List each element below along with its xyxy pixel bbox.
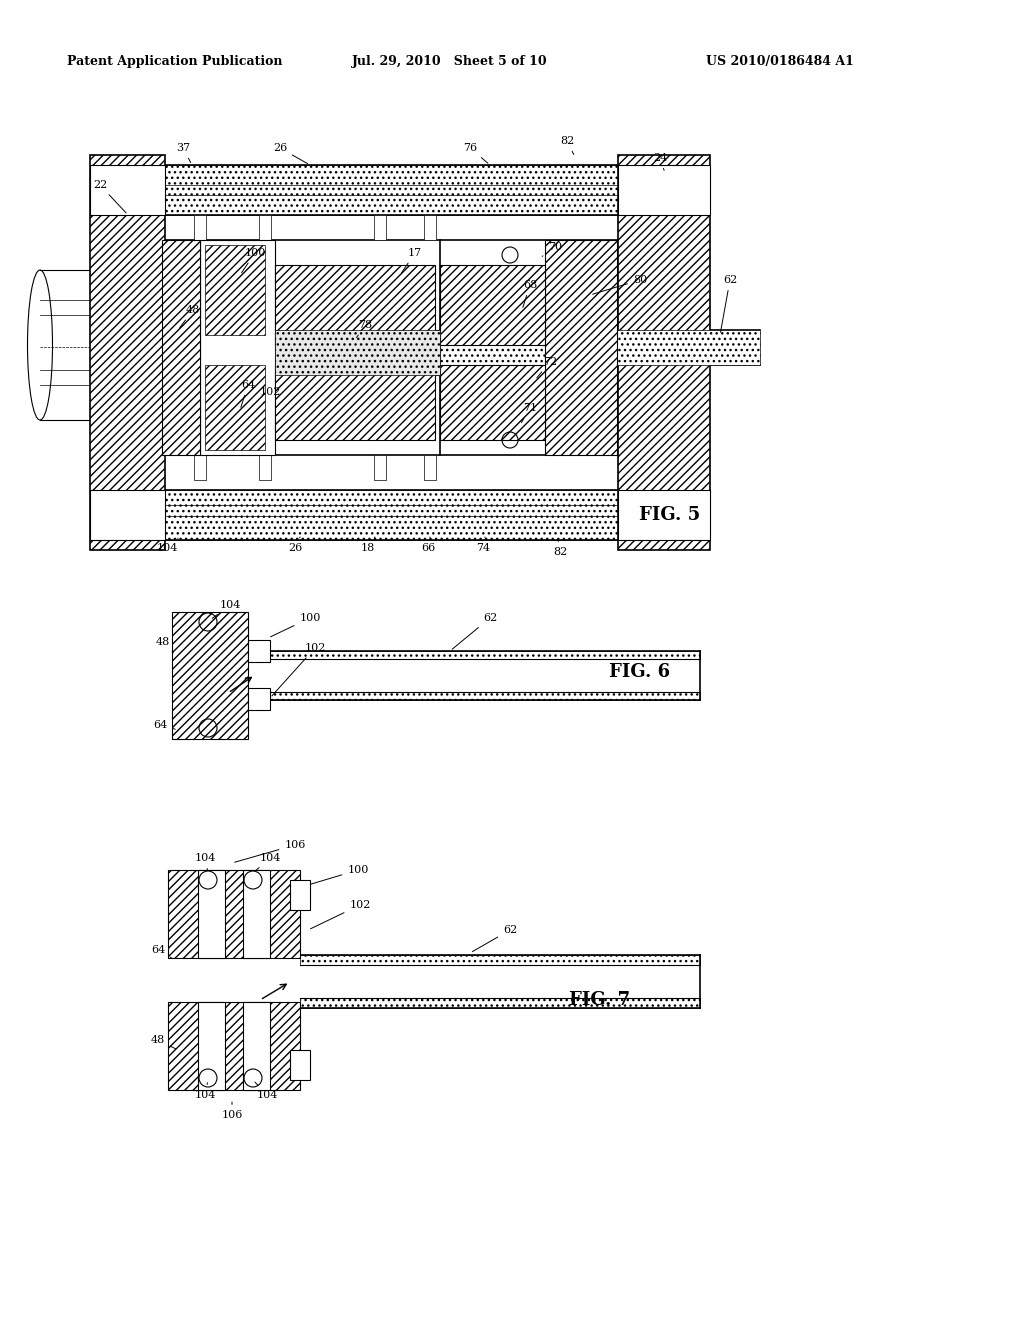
Text: 106: 106 bbox=[221, 1102, 243, 1119]
Bar bbox=[374, 455, 386, 480]
Text: 64: 64 bbox=[151, 945, 173, 958]
Bar bbox=[205, 246, 265, 335]
Bar bbox=[90, 154, 165, 550]
Bar bbox=[265, 692, 700, 700]
Bar bbox=[440, 366, 545, 440]
Text: 100: 100 bbox=[270, 612, 321, 636]
Bar bbox=[618, 154, 710, 550]
Bar bbox=[168, 1002, 300, 1090]
Bar bbox=[275, 330, 440, 375]
Text: FIG. 7: FIG. 7 bbox=[569, 991, 631, 1008]
Bar bbox=[248, 688, 270, 710]
Bar bbox=[168, 870, 300, 958]
Bar bbox=[115, 165, 680, 215]
Bar bbox=[243, 1002, 270, 1090]
Text: 18: 18 bbox=[360, 537, 375, 553]
Text: 66: 66 bbox=[421, 537, 435, 553]
Bar bbox=[275, 265, 435, 345]
Text: 62: 62 bbox=[453, 612, 497, 649]
Text: 37: 37 bbox=[176, 143, 190, 162]
Bar bbox=[243, 870, 270, 958]
Bar bbox=[259, 215, 271, 240]
Bar bbox=[290, 880, 310, 909]
Text: 104: 104 bbox=[157, 539, 178, 553]
Text: 62: 62 bbox=[472, 925, 517, 952]
Bar bbox=[205, 366, 265, 450]
Text: Patent Application Publication: Patent Application Publication bbox=[68, 55, 283, 69]
Text: 82: 82 bbox=[560, 136, 574, 154]
Bar bbox=[545, 240, 617, 455]
Bar bbox=[300, 954, 700, 965]
Bar bbox=[90, 165, 165, 215]
Text: 48: 48 bbox=[151, 1035, 175, 1049]
Text: 48: 48 bbox=[179, 305, 200, 327]
Bar bbox=[618, 490, 710, 540]
Bar bbox=[198, 870, 225, 958]
Bar bbox=[259, 455, 271, 480]
Bar bbox=[265, 651, 700, 659]
Bar bbox=[115, 490, 680, 540]
Bar bbox=[300, 998, 700, 1008]
Bar bbox=[290, 1049, 310, 1080]
Bar bbox=[440, 265, 545, 345]
Bar bbox=[194, 455, 206, 480]
Text: 104: 104 bbox=[195, 1082, 216, 1100]
Text: 68: 68 bbox=[523, 280, 538, 308]
Bar bbox=[374, 215, 386, 240]
Bar bbox=[198, 1002, 225, 1090]
Text: 64: 64 bbox=[241, 380, 255, 408]
Text: US 2010/0186484 A1: US 2010/0186484 A1 bbox=[707, 55, 854, 69]
Text: 62: 62 bbox=[721, 275, 737, 333]
Text: 17: 17 bbox=[401, 248, 422, 273]
Text: 102: 102 bbox=[310, 900, 371, 929]
Text: 104: 104 bbox=[255, 853, 281, 871]
Text: 64: 64 bbox=[153, 719, 175, 730]
Text: 104: 104 bbox=[195, 853, 216, 870]
Text: FIG. 5: FIG. 5 bbox=[639, 506, 700, 524]
Bar bbox=[440, 330, 760, 366]
Text: 100: 100 bbox=[242, 248, 265, 273]
Text: 102: 102 bbox=[259, 387, 281, 403]
Bar bbox=[90, 490, 165, 540]
Text: 26: 26 bbox=[288, 537, 302, 553]
Text: 26: 26 bbox=[272, 143, 307, 164]
Bar bbox=[162, 240, 200, 455]
Text: 22: 22 bbox=[93, 180, 126, 213]
Bar bbox=[194, 215, 206, 240]
Text: 102: 102 bbox=[271, 643, 326, 696]
Bar bbox=[172, 612, 248, 739]
Text: 76: 76 bbox=[463, 143, 487, 164]
Text: 48: 48 bbox=[156, 638, 173, 653]
Bar bbox=[248, 640, 270, 663]
Text: 78: 78 bbox=[356, 319, 372, 338]
Bar bbox=[618, 165, 710, 215]
Text: 82: 82 bbox=[553, 540, 567, 557]
Bar bbox=[424, 455, 436, 480]
Text: 24: 24 bbox=[653, 153, 667, 170]
Bar bbox=[200, 240, 275, 455]
Text: 74: 74 bbox=[476, 537, 490, 553]
Text: Jul. 29, 2010   Sheet 5 of 10: Jul. 29, 2010 Sheet 5 of 10 bbox=[352, 55, 548, 69]
Text: 72: 72 bbox=[537, 356, 557, 378]
Text: 100: 100 bbox=[310, 865, 369, 884]
Text: 104: 104 bbox=[255, 1082, 278, 1100]
Bar bbox=[424, 215, 436, 240]
Bar bbox=[275, 366, 435, 440]
Text: 106: 106 bbox=[234, 840, 306, 862]
Text: 71: 71 bbox=[521, 403, 537, 422]
Text: 80: 80 bbox=[593, 275, 647, 294]
Text: FIG. 6: FIG. 6 bbox=[609, 663, 671, 681]
Text: 104: 104 bbox=[212, 601, 241, 618]
Text: 70: 70 bbox=[543, 242, 562, 256]
